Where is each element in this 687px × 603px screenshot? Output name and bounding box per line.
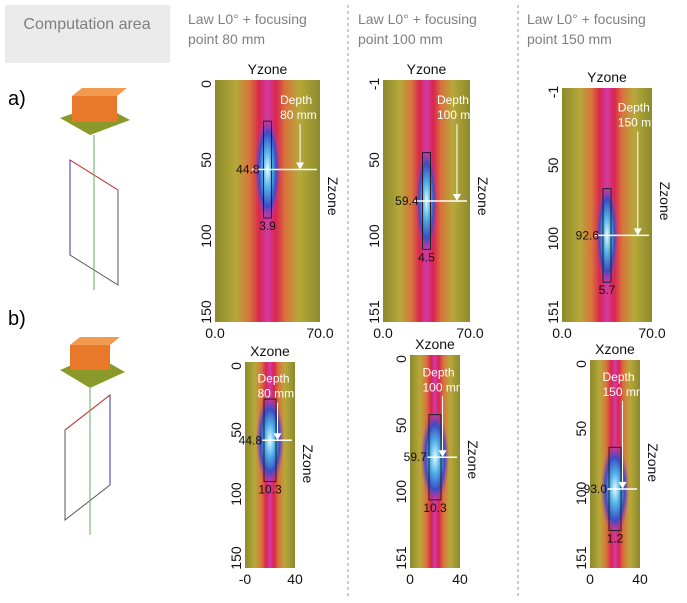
depth-label: Depth (258, 372, 290, 386)
depth-value: 100 mm (423, 380, 466, 394)
focus-depth-value: 93.0 (584, 482, 608, 496)
depth-label: Depth (280, 93, 312, 107)
focus-width-value: 1.2 (607, 532, 624, 546)
axis-title: Xzone (595, 341, 635, 357)
y-tick-label: 50 (545, 157, 561, 173)
x-tick-label: 70.0 (306, 325, 333, 341)
y-tick-label: 151 (573, 546, 589, 570)
row-label: a) (8, 88, 26, 110)
y-tick-label: 0 (393, 355, 409, 363)
y-tick-label: 151 (545, 300, 561, 324)
depth-value: 100 mm (437, 108, 480, 122)
x-tick-label: 40 (452, 571, 468, 587)
y-tick-label: -1 (366, 78, 382, 91)
x-tick-label: 0.0 (205, 325, 225, 341)
y-tick-label: 100 (366, 224, 382, 248)
y-tick-label: -1 (545, 86, 561, 99)
side-title: Zzone (645, 443, 661, 482)
focus-depth-value: 92.6 (576, 228, 600, 242)
depth-label: Depth (603, 370, 635, 384)
header-line: Law L0° + focusing (358, 11, 477, 27)
depth-value: 150 mm (603, 385, 646, 399)
focus-width-value: 10.3 (258, 482, 282, 496)
focus-depth-value: 59.4 (395, 194, 419, 208)
x-tick-label: 70.0 (456, 325, 483, 341)
column-header: Law L0° + focusing point 100 mm (358, 11, 477, 47)
side-title: Zzone (657, 182, 673, 221)
depth-value: 80 mm (280, 108, 317, 122)
y-tick-label: 50 (573, 421, 589, 437)
y-tick-label: 100 (545, 227, 561, 251)
y-tick-label: 0 (573, 360, 589, 368)
figure: Computation area Law L0° + focusing point… (0, 0, 687, 598)
x-tick-label: 40 (632, 571, 648, 587)
focus-depth-value: 44.8 (239, 433, 263, 447)
header-line: Law L0° + focusing (188, 11, 307, 27)
x-tick-label: 0 (586, 571, 594, 587)
side-title: Zzone (300, 444, 316, 483)
depth-value: 80 mm (258, 387, 295, 401)
y-tick-label: 50 (366, 152, 382, 168)
column-header: Law L0° + focusing point 80 mm (188, 11, 307, 47)
axis-title: Xzone (250, 343, 290, 359)
header-line: point 150 mm (527, 31, 612, 47)
row-label: b) (8, 308, 26, 330)
header-line: point 80 mm (188, 31, 265, 47)
y-tick-label: 151 (393, 546, 409, 570)
focus-width-value: 4.5 (418, 250, 435, 264)
x-tick-label: 0.0 (552, 325, 572, 341)
focus-width-value: 5.7 (599, 283, 616, 297)
y-tick-label: 50 (393, 417, 409, 433)
axis-title: Yzone (407, 61, 447, 77)
y-tick-label: 100 (198, 224, 214, 248)
x-tick-label: -0 (239, 571, 252, 587)
header-line: Law L0° + focusing (527, 11, 646, 27)
y-tick-label: 0 (228, 362, 244, 370)
area-box (5, 5, 170, 63)
y-tick-label: 0 (198, 80, 214, 88)
y-tick-label: 100 (393, 480, 409, 504)
x-tick-label: 70.0 (638, 325, 665, 341)
depth-label: Depth (423, 365, 455, 379)
x-tick-label: 0 (406, 571, 414, 587)
x-tick-label: 0.0 (373, 325, 393, 341)
y-tick-label: 151 (366, 300, 382, 324)
depth-label: Depth (437, 93, 469, 107)
axis-title: Yzone (587, 69, 627, 85)
y-tick-label: 50 (198, 152, 214, 168)
focus-width-value: 10.3 (423, 501, 447, 515)
focus-width-value: 3.9 (259, 219, 276, 233)
focus-depth-value: 44.8 (236, 163, 260, 177)
y-tick-label: 150 (228, 546, 244, 570)
column-header: Law L0° + focusing point 150 mm (527, 11, 646, 47)
side-title: Zzone (325, 177, 341, 216)
axis-title: Yzone (248, 61, 288, 77)
axis-title: Xzone (415, 336, 455, 352)
focus-depth-value: 59.7 (404, 450, 428, 464)
x-tick-label: 40 (287, 571, 303, 587)
y-tick-label: 150 (198, 300, 214, 324)
transducer-a (60, 88, 130, 290)
header-line: point 100 mm (358, 31, 443, 47)
side-title: Zzone (465, 440, 481, 479)
area-label: Computation area (23, 16, 150, 33)
depth-value: 150 mm (618, 115, 661, 129)
transducer-b (60, 337, 125, 535)
side-title: Zzone (475, 177, 491, 216)
y-tick-label: 100 (228, 482, 244, 506)
depth-label: Depth (618, 100, 650, 114)
